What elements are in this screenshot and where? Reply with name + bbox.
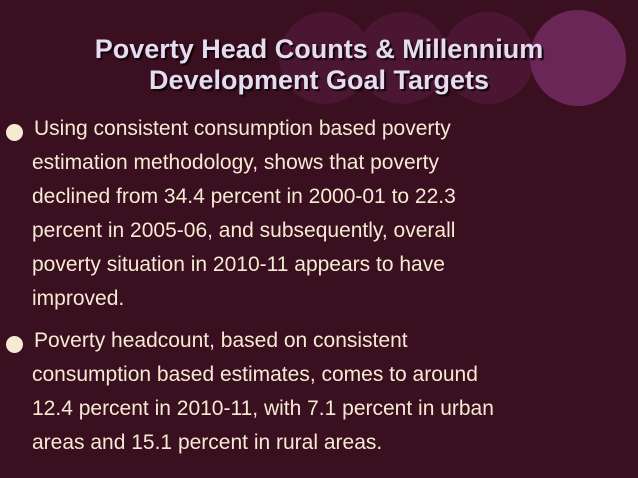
circle	[279, 12, 371, 104]
bullet-text: percent in 2005-06, and subsequently, ov…	[32, 219, 456, 242]
bullet-marker	[6, 124, 23, 141]
bullet-text: Using consistent consumption based pover…	[34, 117, 451, 140]
bullet-text: improved.	[32, 287, 125, 310]
circle	[356, 12, 448, 104]
bullet-text: poverty situation in 2010-11 appears to …	[32, 253, 445, 276]
bullet-text: estimation methodology, shows that pover…	[32, 151, 439, 174]
bullet-text: declined from 34.4 percent in 2000-01 to…	[32, 185, 456, 208]
title: Development Goal Targets	[148, 65, 490, 95]
bullet-text: areas and 15.1 percent in rural areas.	[32, 431, 383, 454]
bullet-marker	[6, 336, 23, 353]
decoration	[279, 10, 626, 106]
bullet-text: consumption based estimates, comes to ar…	[32, 363, 478, 386]
circle	[442, 12, 534, 104]
bullet-text: Poverty headcount, based on consistent	[34, 329, 408, 352]
circle	[530, 10, 626, 106]
bullet-text: 12.4 percent in 2010-11, with 7.1 percen…	[32, 397, 494, 420]
title: Poverty Head Counts & Millennium	[94, 34, 544, 64]
